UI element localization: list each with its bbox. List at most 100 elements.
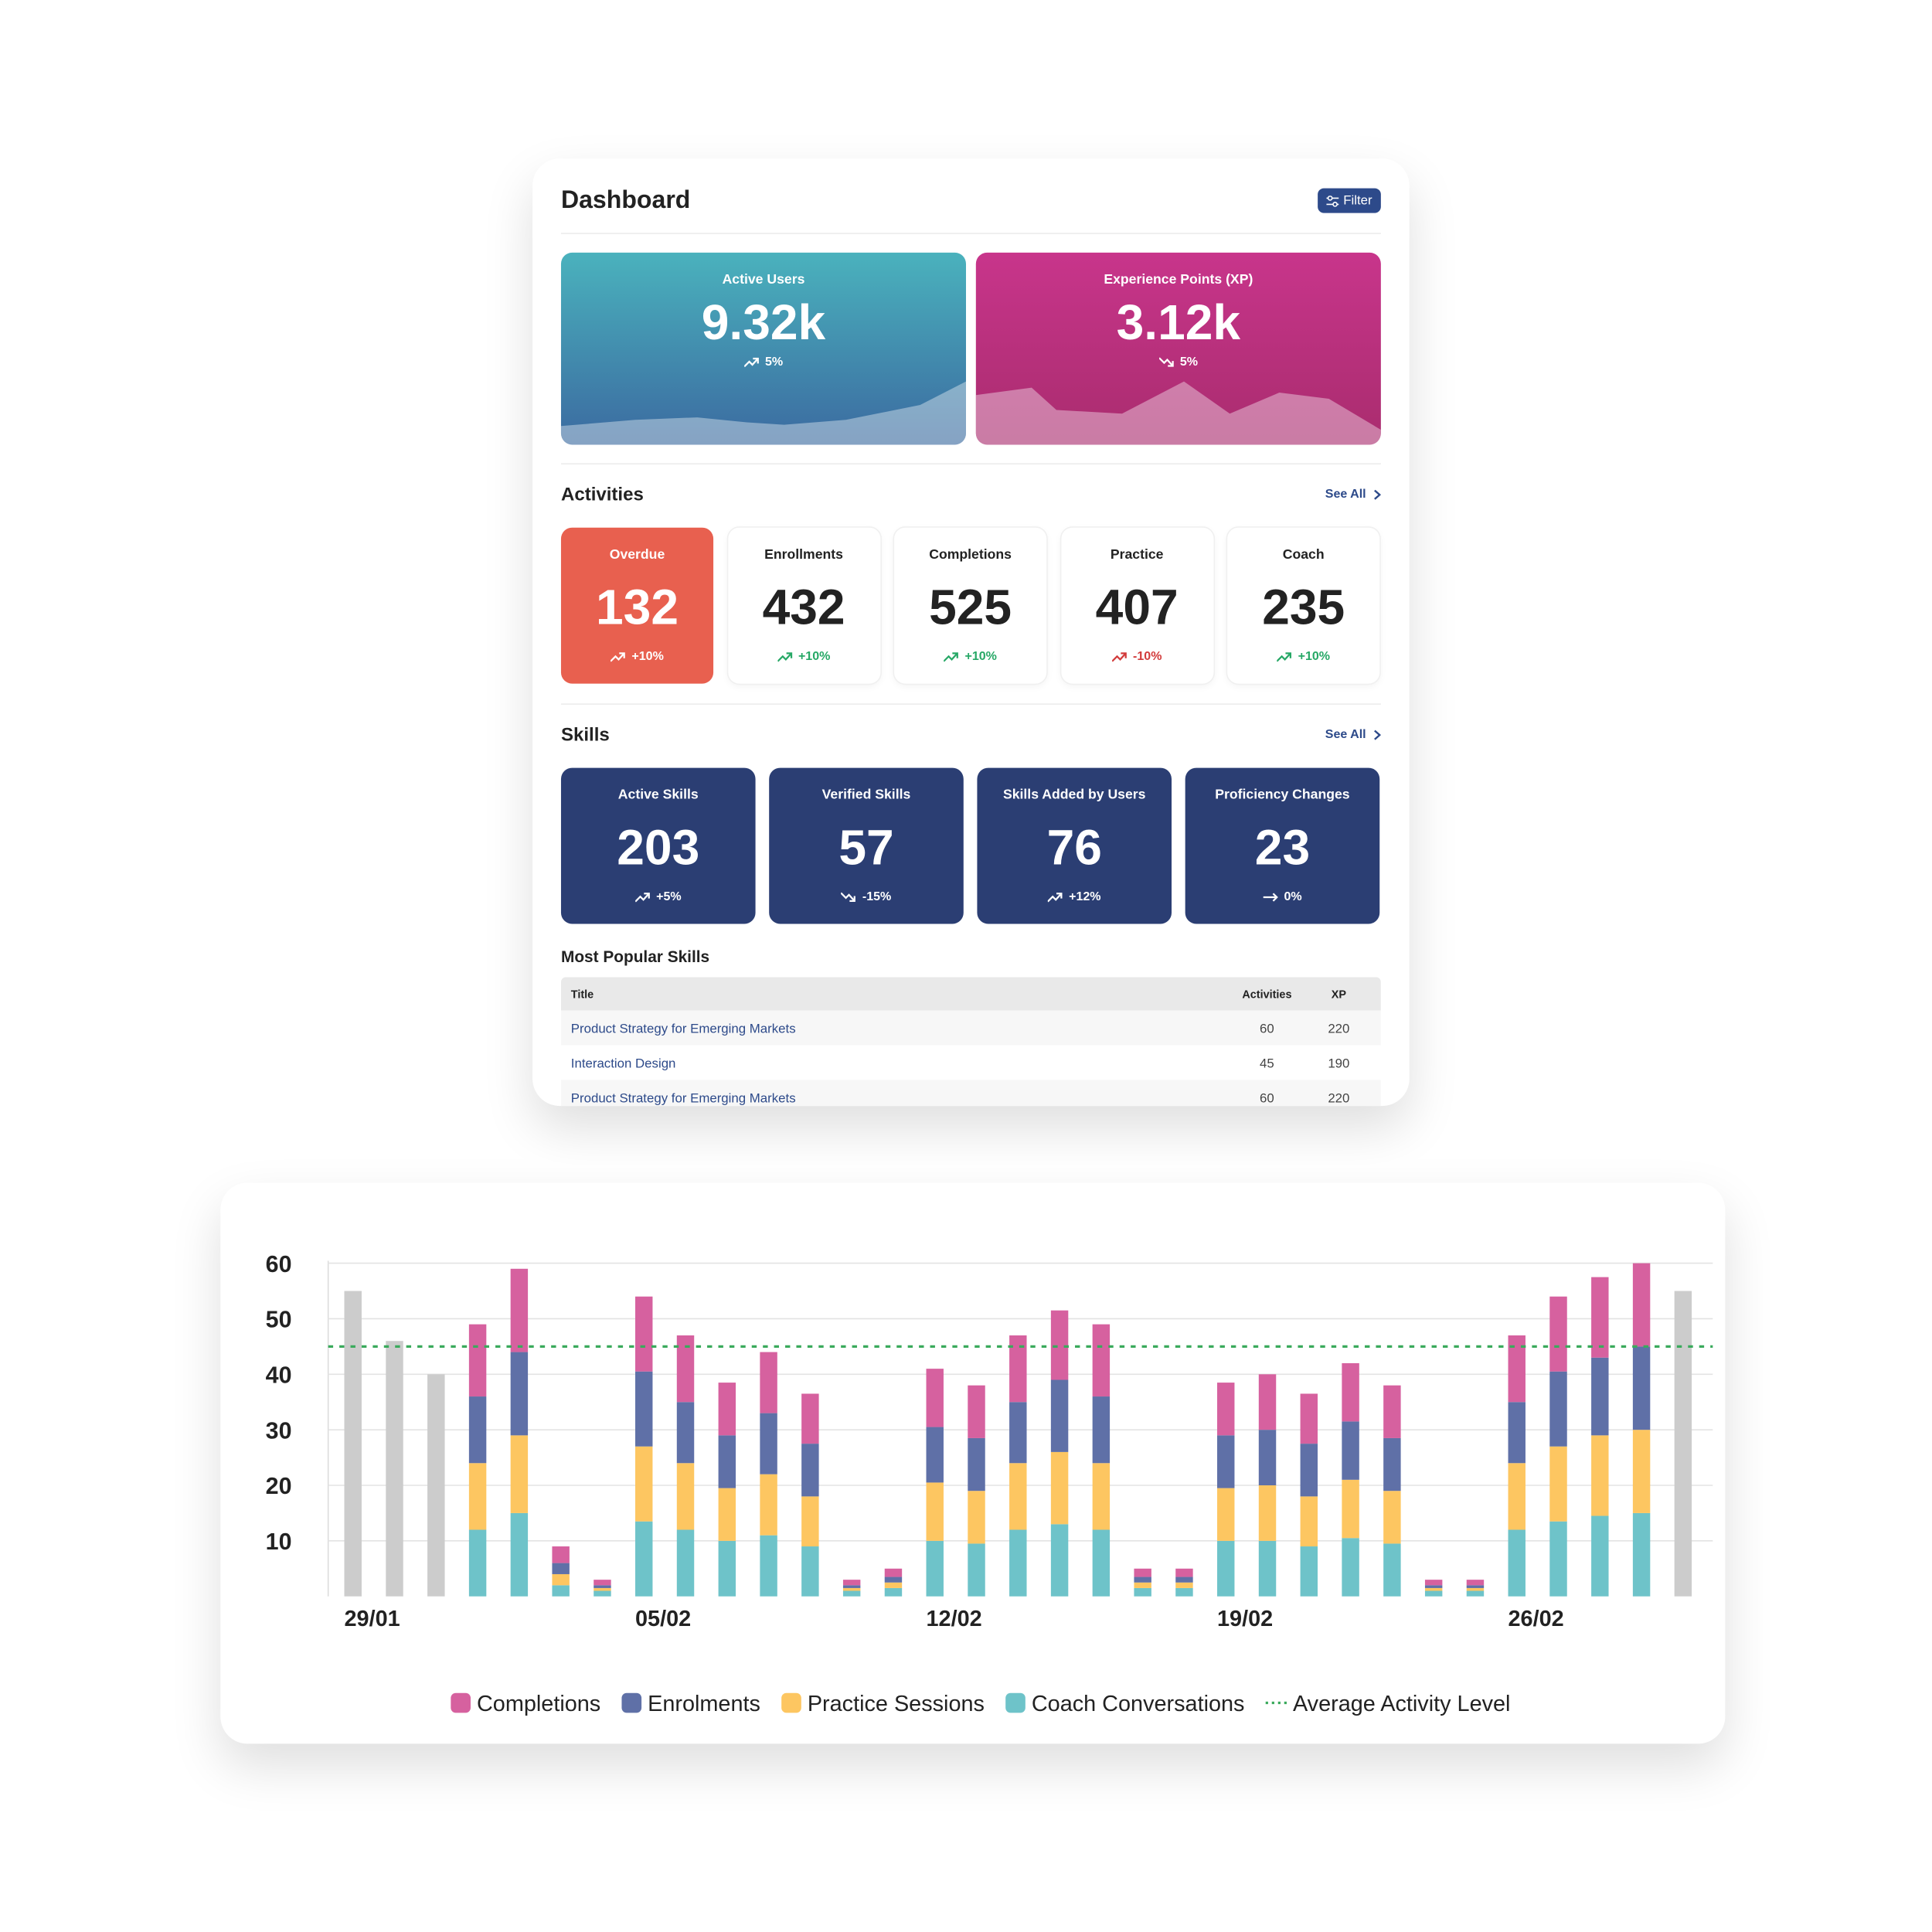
- chevron: [1374, 730, 1381, 740]
- stat-label: Active Skills: [617, 787, 699, 803]
- stat-change-value: +10%: [798, 650, 831, 664]
- stat-card: Overdue 132 +10%: [560, 527, 714, 684]
- bar-segment: [1508, 1335, 1526, 1403]
- stat-change: -10%: [1061, 650, 1213, 664]
- bar-segment: [1466, 1585, 1485, 1588]
- chevron: [1374, 489, 1381, 500]
- bar-segment: [1342, 1362, 1359, 1422]
- stat-label: Proficiency Changes: [1215, 787, 1350, 803]
- bar-segment: [842, 1587, 861, 1591]
- bar-segment: [1300, 1444, 1318, 1497]
- bar-segment: [1175, 1582, 1193, 1588]
- table-cell: 60: [1260, 1090, 1274, 1107]
- legend-label: Enrolments: [648, 1692, 760, 1716]
- bar-segment: [1134, 1568, 1151, 1577]
- bar-segment: [1466, 1590, 1485, 1597]
- stat-change-value: +10%: [631, 650, 664, 664]
- trend-stroke: [1047, 893, 1063, 903]
- trend-icon: [1047, 893, 1063, 903]
- skill-title: Interaction Design: [570, 1056, 676, 1072]
- y-tick-label: 20: [266, 1473, 292, 1499]
- bar-segment: [1342, 1479, 1359, 1539]
- stat-card: Completions 525 +10%: [894, 527, 1047, 684]
- table-row: Interaction Design 45 190: [560, 1045, 1381, 1080]
- bar-segment: [1674, 1291, 1692, 1597]
- trend-stroke: [1056, 893, 1063, 899]
- bar-segment: [552, 1585, 570, 1597]
- stat-value: 132: [596, 580, 679, 636]
- stat-card: Coach 235 +10%: [1227, 527, 1380, 684]
- stat-change: +10%: [1227, 650, 1379, 664]
- bar-segment: [718, 1488, 736, 1541]
- stat-change-value: -15%: [862, 890, 892, 904]
- trend-icon: [1277, 652, 1292, 662]
- bar-segment: [1300, 1393, 1318, 1444]
- bar-segment: [1383, 1385, 1401, 1438]
- table-header: Title Activities XP: [560, 977, 1381, 1011]
- stat-card: Active Skills 203 +5%: [560, 767, 756, 924]
- kpi-label: Active Users: [722, 272, 805, 287]
- trend-stroke: [743, 358, 759, 368]
- bar-segment: [760, 1413, 777, 1475]
- filter-button[interactable]: Filter: [1317, 188, 1381, 213]
- kpi-label: Experience Points (XP): [1104, 272, 1253, 287]
- bar-segment: [718, 1435, 736, 1488]
- bar-segment: [468, 1324, 487, 1397]
- bar-segment: [1508, 1529, 1526, 1597]
- bar-segment: [718, 1383, 736, 1436]
- kpi-change: 5%: [561, 355, 966, 369]
- bar-segment: [1217, 1540, 1235, 1597]
- dashboard-card: Dashboard Filter Activities See All Skil…: [532, 158, 1410, 1107]
- bar-segment: [801, 1393, 819, 1444]
- bar-segment: [594, 1590, 611, 1597]
- bar-segment: [1009, 1529, 1027, 1597]
- y-tick-label: 60: [266, 1251, 292, 1277]
- bar-segment: [1175, 1568, 1193, 1577]
- chart-card: 10 20 30 40 50 60 29/01 05/02 12/02 19/02 26/02 Com…: [220, 1182, 1726, 1744]
- bar-segment: [1424, 1590, 1443, 1597]
- legend-swatch: [1005, 1692, 1026, 1713]
- trend-stroke: [849, 896, 856, 902]
- legend-swatch: [781, 1692, 801, 1713]
- bar-segment: [1050, 1310, 1069, 1380]
- trend-stroke: [634, 893, 650, 903]
- stat-label: Overdue: [609, 547, 665, 563]
- bar-segment: [1175, 1577, 1193, 1583]
- stat-change-value: -10%: [1133, 650, 1162, 664]
- legend-label: Coach Conversations: [1032, 1692, 1245, 1716]
- bar-segment: [968, 1543, 985, 1597]
- bar-segment: [1300, 1496, 1318, 1547]
- bar-segment: [1050, 1524, 1069, 1597]
- filter-label: Filter: [1343, 192, 1372, 209]
- bar-segment: [760, 1352, 777, 1413]
- bar-segment: [1342, 1538, 1359, 1597]
- see-all[interactable]: See All: [1325, 728, 1381, 742]
- bar-segment: [1009, 1463, 1027, 1530]
- see-all[interactable]: See All: [1325, 488, 1381, 502]
- bar-segment: [842, 1585, 861, 1588]
- table-cell: 190: [1328, 1056, 1350, 1072]
- dashboard-title: Dashboard: [560, 186, 691, 215]
- see-all-label: See All: [1325, 488, 1366, 502]
- bar-segment: [926, 1482, 944, 1541]
- bar-segment: [676, 1529, 695, 1597]
- bar-segment: [1591, 1435, 1609, 1516]
- bar-segment: [1217, 1488, 1235, 1541]
- bar-segment: [594, 1587, 611, 1591]
- bar-segment: [1549, 1446, 1567, 1522]
- stat-value: 23: [1254, 821, 1311, 876]
- trend-stroke: [611, 652, 625, 662]
- bar-segment: [884, 1582, 903, 1588]
- y-tick-label: 50: [266, 1307, 292, 1333]
- bar-segment: [718, 1540, 736, 1597]
- bar-segment: [635, 1296, 653, 1372]
- bar-segment: [1217, 1435, 1235, 1488]
- bar-segment: [1383, 1437, 1401, 1492]
- filter-icon: [1325, 195, 1338, 206]
- x-tick-label: 12/02: [927, 1607, 982, 1631]
- bar-segment: [968, 1385, 985, 1438]
- stat-value: 235: [1262, 580, 1345, 636]
- bar-segment: [1258, 1540, 1277, 1597]
